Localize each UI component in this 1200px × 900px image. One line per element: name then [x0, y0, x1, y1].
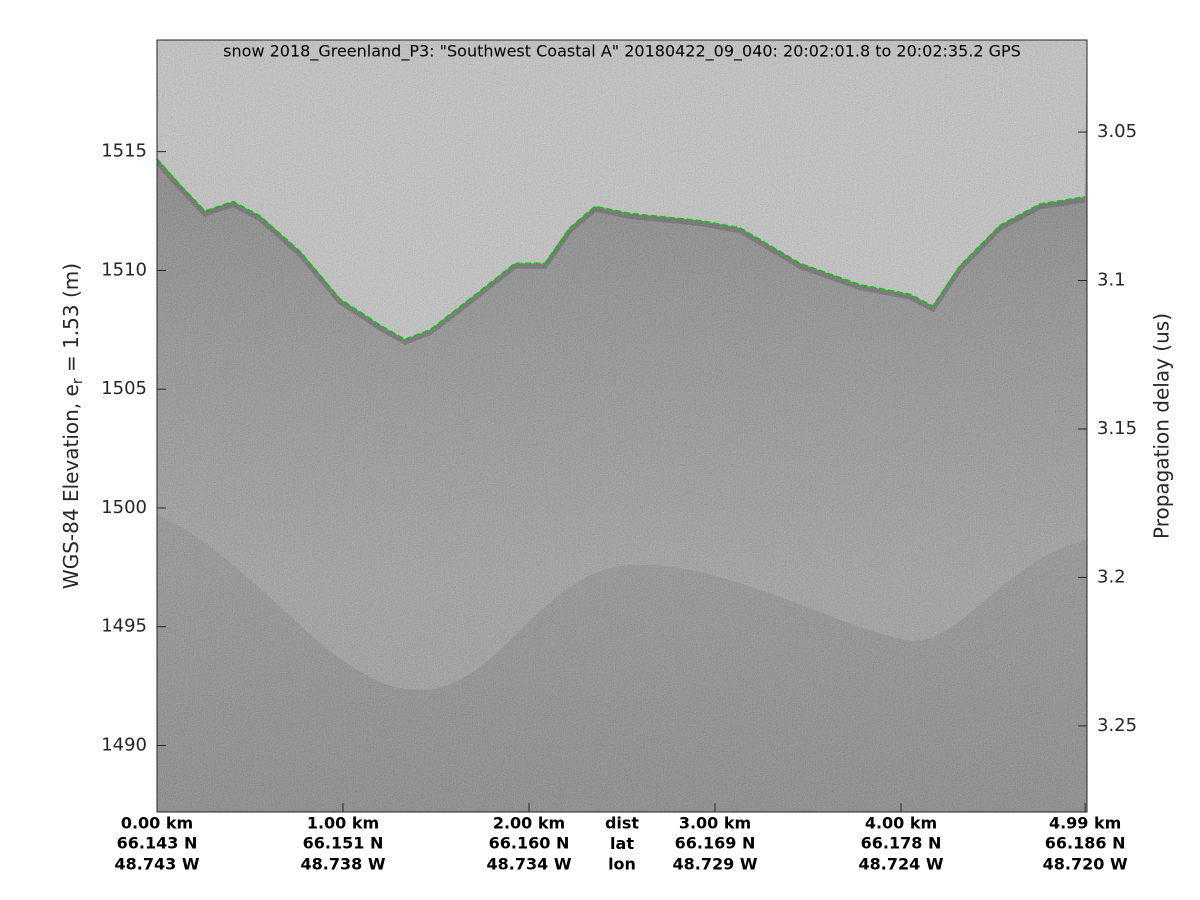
- x-tick-label: 4.00 km: [865, 814, 937, 833]
- y-tick-label: 1515: [101, 141, 147, 162]
- x-row-label: dist: [605, 814, 639, 833]
- x-tick-lat: 66.178 N: [861, 834, 942, 853]
- x-row-label: lat: [610, 834, 634, 853]
- x-tick-label: 2.00 km: [493, 814, 565, 833]
- echogram: [157, 40, 1087, 812]
- plot-frame: [156, 39, 1088, 813]
- noise: [157, 40, 1087, 812]
- y-label-sub: r: [70, 378, 86, 384]
- surface-line: [157, 158, 1086, 341]
- x-tick-label: 1.00 km: [307, 814, 379, 833]
- y-tick-label: 1500: [101, 497, 147, 518]
- x-tick-lon: 48.738 W: [301, 855, 386, 874]
- x-tick-lat: 66.169 N: [675, 834, 756, 853]
- x-tick-lon: 48.734 W: [487, 855, 572, 874]
- x-tick-lon: 48.724 W: [859, 855, 944, 874]
- y-tick-label: 1490: [101, 734, 147, 755]
- y2-tick-label: 3.15: [1097, 418, 1137, 439]
- y2-tick-label: 3.1: [1097, 270, 1126, 291]
- x-row-label: lon: [608, 855, 636, 874]
- y-label-main: WGS-84 Elevation, e: [59, 384, 83, 589]
- x-tick-lon: 48.720 W: [1043, 855, 1128, 874]
- x-tick-lat: 66.160 N: [489, 834, 570, 853]
- y2-tick-label: 3.2: [1097, 566, 1126, 587]
- y2-tick-label: 3.25: [1097, 715, 1137, 736]
- chart-title: snow 2018_Greenland_P3: "Southwest Coast…: [223, 42, 1021, 62]
- x-tick-lat: 66.143 N: [117, 834, 198, 853]
- x-tick-lon: 48.743 W: [115, 855, 200, 874]
- y-label-rest: = 1.53 (m): [59, 263, 83, 378]
- y2-axis-label: Propagation delay (us): [1150, 313, 1174, 539]
- y-axis-label: WGS-84 Elevation, er = 1.53 (m): [59, 263, 87, 589]
- x-tick-lon: 48.729 W: [673, 855, 758, 874]
- y-tick-label: 1495: [101, 616, 147, 637]
- y-tick-label: 1510: [101, 259, 147, 280]
- x-tick-label: 4.99 km: [1049, 814, 1121, 833]
- x-tick-label: 3.00 km: [679, 814, 751, 833]
- y-tick-label: 1505: [101, 378, 147, 399]
- x-tick-label: 0.00 km: [121, 814, 193, 833]
- x-tick-lat: 66.186 N: [1045, 834, 1126, 853]
- y2-tick-label: 3.05: [1097, 121, 1137, 142]
- x-tick-lat: 66.151 N: [303, 834, 384, 853]
